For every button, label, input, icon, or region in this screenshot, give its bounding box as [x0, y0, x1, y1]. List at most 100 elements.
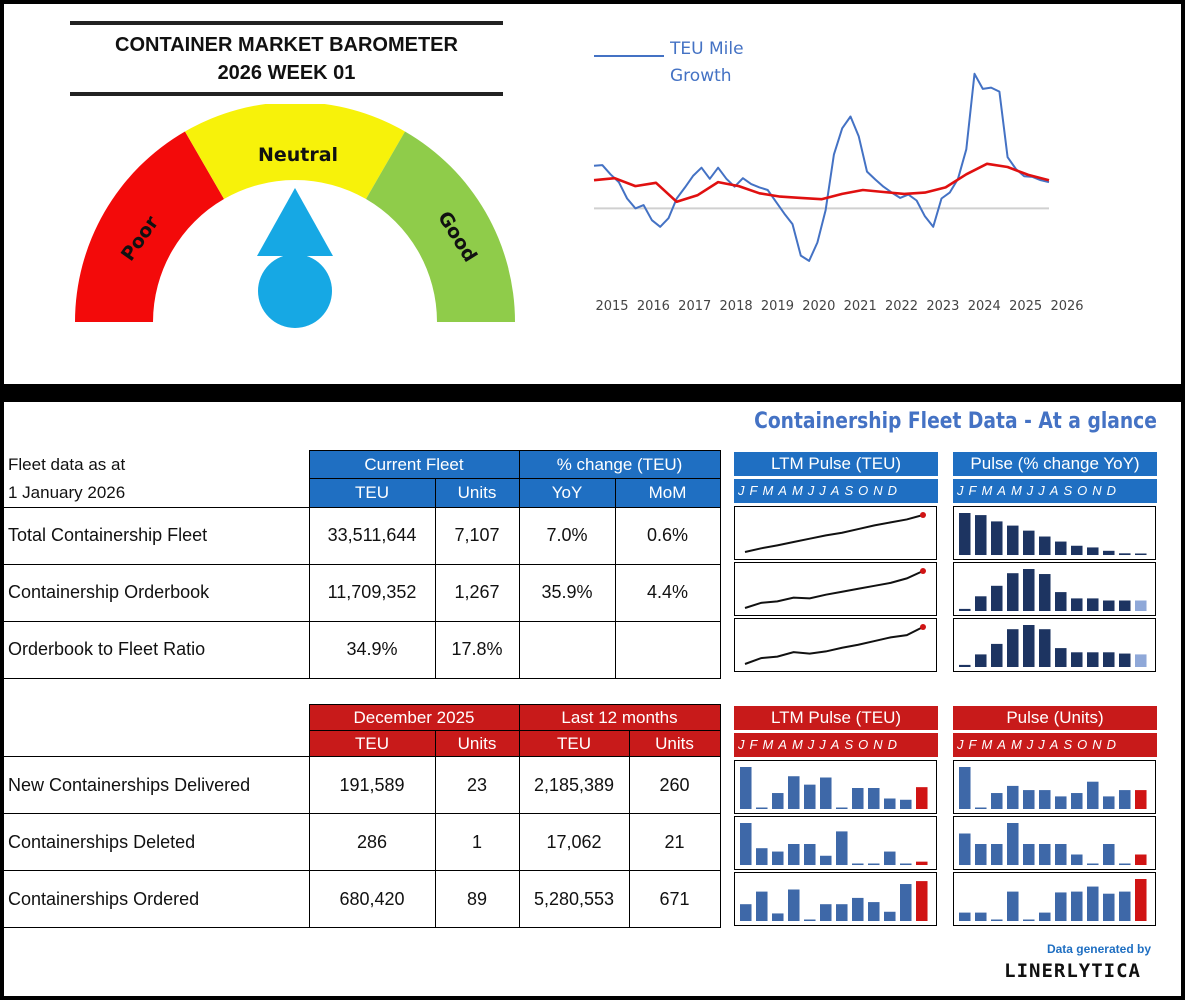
barometer-panel: CONTAINER MARKET BAROMETER 2026 WEEK 01 … — [4, 4, 1181, 384]
fleet-pulse-bars — [953, 506, 1156, 560]
table-row: New Containerships Delivered 191,589 23 … — [4, 756, 721, 814]
activity-pulse-months: JFMAMJJASOND — [953, 733, 1157, 757]
spark-bar — [991, 793, 1003, 809]
cell-month-teu: 680,420 — [308, 870, 436, 928]
spark-bar — [1007, 573, 1019, 611]
fleet-date-line2: 1 January 2026 — [8, 482, 126, 502]
spark-bar — [1103, 893, 1115, 921]
activity-ltm-bars — [734, 872, 937, 926]
spark-bar — [916, 881, 928, 921]
spark-bar — [772, 851, 784, 865]
x-tick-label: 2025 — [1009, 299, 1042, 314]
spark-bar — [1007, 785, 1019, 809]
spark-bar — [975, 596, 987, 611]
spark-bar — [1071, 545, 1083, 555]
x-tick-label: 2019 — [761, 299, 794, 314]
activity-pulse-title: Pulse (Units) — [953, 706, 1157, 730]
spark-bar — [1039, 629, 1051, 667]
spark-bar — [1023, 790, 1035, 809]
spark-bar — [1135, 879, 1147, 921]
activity-ltm-months: JFMAMJJASOND — [734, 733, 938, 757]
cell-ltm-teu: 5,280,553 — [518, 870, 630, 928]
spark-bar — [900, 863, 912, 865]
fleet-data-panel: Containership Fleet Data - At a glance F… — [4, 402, 1181, 996]
row-label: Total Containership Fleet — [4, 506, 310, 565]
spark-bar — [1071, 598, 1083, 611]
spark-bar — [1023, 530, 1035, 555]
spark-bar — [804, 919, 816, 921]
activity-ltm-bars — [734, 760, 937, 814]
cell-month-teu: 286 — [308, 813, 436, 871]
fleet-table: Fleet data as at 1 January 2026 Current … — [4, 449, 721, 679]
fleet-date-label: Fleet data as at 1 January 2026 — [4, 450, 309, 507]
cell-units: 7,107 — [434, 506, 520, 565]
cell-yoy — [518, 620, 616, 679]
fleet-date-line1: Fleet data as at — [8, 454, 126, 474]
legend-label: TEU Mile Growth — [670, 39, 744, 86]
spark-bar — [804, 784, 816, 809]
spark-bar — [1087, 652, 1099, 667]
cell-yoy: 7.0% — [518, 506, 616, 565]
spark-bar — [1103, 652, 1115, 667]
spark-bar — [852, 897, 864, 921]
spark-bar — [1135, 790, 1147, 809]
spark-bar — [1023, 625, 1035, 667]
spark-bar — [1071, 891, 1083, 921]
spark-bar — [975, 912, 987, 921]
sparkline-last-point — [920, 512, 926, 518]
sparkline-last-point — [920, 568, 926, 574]
spark-bar — [975, 844, 987, 865]
header-units: Units — [628, 730, 721, 757]
header-yoy: YoY — [518, 478, 616, 508]
spark-bar — [836, 904, 848, 921]
row-label: Containerships Deleted — [4, 813, 310, 871]
table-row: Containerships Deleted 286 1 17,062 21 — [4, 813, 721, 871]
cell-units: 17.8% — [434, 620, 520, 679]
activity-pulse-bars — [953, 816, 1156, 870]
cell-mom — [614, 620, 721, 679]
spark-bar — [991, 585, 1003, 611]
spark-bar — [740, 823, 752, 865]
spark-bar — [1039, 912, 1051, 921]
section-title: Containership Fleet Data - At a glance — [754, 409, 1157, 434]
spark-bar — [991, 521, 1003, 555]
spark-bar — [820, 855, 832, 865]
cell-teu: 34.9% — [308, 620, 436, 679]
cell-mom: 4.4% — [614, 563, 721, 622]
spark-bar — [852, 788, 864, 809]
fleet-pulse-bars — [953, 562, 1156, 616]
spark-bar — [788, 844, 800, 865]
cell-month-units: 23 — [434, 756, 520, 814]
row-label: Orderbook to Fleet Ratio — [4, 620, 310, 679]
x-tick-label: 2017 — [678, 299, 711, 314]
cell-ltm-units: 21 — [628, 813, 721, 871]
gauge-segment-good — [366, 131, 515, 322]
spark-bar — [1007, 525, 1019, 555]
spark-bar — [1103, 796, 1115, 809]
spark-bar — [772, 793, 784, 809]
row-label: Containership Orderbook — [4, 563, 310, 622]
cell-ltm-teu: 17,062 — [518, 813, 630, 871]
spark-bar — [1007, 629, 1019, 667]
spark-bar — [884, 798, 896, 809]
spark-bar — [1055, 541, 1067, 555]
spark-bar — [991, 643, 1003, 667]
table-row: Orderbook to Fleet Ratio 34.9% 17.8% — [4, 620, 721, 679]
spark-bar — [1039, 574, 1051, 611]
spark-bar — [1071, 652, 1083, 667]
spark-bar — [1119, 863, 1131, 865]
series-line-trend — [593, 162, 1050, 204]
header-teu: TEU — [308, 730, 436, 757]
header-current-fleet: Current Fleet — [308, 449, 520, 480]
spark-bar — [1039, 844, 1051, 865]
spark-bar — [740, 904, 752, 921]
sparkline — [744, 570, 924, 609]
spark-bar — [852, 863, 864, 865]
spark-bar — [1071, 793, 1083, 809]
spark-bar — [1071, 854, 1083, 865]
spark-bar — [1119, 790, 1131, 809]
gauge-needle-arrow-icon — [257, 188, 333, 328]
spark-bar — [756, 848, 768, 865]
spark-bar — [975, 515, 987, 555]
sparkline — [744, 626, 924, 665]
